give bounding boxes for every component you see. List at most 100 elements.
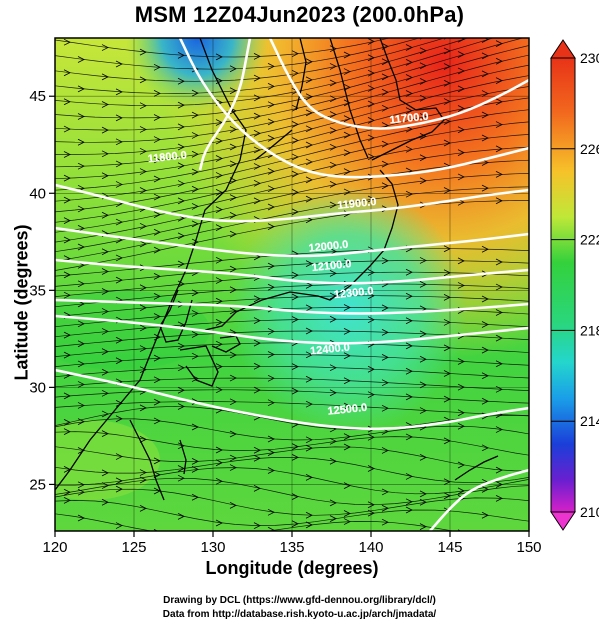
wind-arrow — [63, 351, 71, 359]
wind-arrow — [495, 283, 503, 291]
wind-arrow — [101, 308, 109, 315]
colorbar-ticks: 230 226 222 218 214 210 — [551, 50, 599, 520]
wind-arrow — [177, 101, 185, 109]
wind-arrow — [495, 466, 503, 474]
x-tick-label: 130 — [200, 539, 225, 556]
wind-arrow — [191, 203, 199, 210]
wind-arrow — [381, 504, 389, 512]
wind-arrow — [139, 505, 147, 512]
wind-arrow — [63, 217, 71, 224]
wind-arrow — [153, 90, 161, 97]
wind-arrow — [343, 68, 351, 75]
wind-arrow — [457, 67, 465, 75]
wind-arrow — [77, 320, 85, 328]
wind-arrow — [291, 363, 299, 371]
wind-arrow — [191, 331, 199, 338]
wind-arrow — [63, 331, 71, 339]
streamline — [55, 389, 529, 404]
wind-arrow — [267, 185, 275, 193]
wind-arrow — [381, 88, 389, 96]
wind-arrow — [215, 297, 223, 305]
wind-arrow — [457, 51, 465, 58]
wind-arrow — [305, 125, 313, 133]
wind-arrow — [139, 476, 147, 484]
wind-arrow — [177, 180, 185, 187]
wind-arrow — [215, 155, 223, 162]
wind-arrow — [495, 258, 503, 266]
streamline — [55, 38, 421, 70]
wind-arrow — [495, 98, 503, 106]
wind-arrow — [101, 126, 109, 134]
wind-arrow — [77, 514, 85, 522]
wind-arrow — [343, 304, 351, 311]
wind-arrow — [457, 85, 465, 93]
wind-arrow — [457, 38, 465, 43]
wind-arrow — [153, 63, 161, 71]
wind-arrow — [215, 137, 223, 145]
y-tick-label: 25 — [29, 476, 46, 493]
wind-arrow — [291, 443, 299, 450]
wind-arrow — [177, 403, 185, 410]
contour-label: 11900.0 — [337, 196, 377, 212]
x-tick-label: 125 — [121, 539, 146, 556]
wind-arrow — [481, 372, 489, 380]
wind-arrow — [101, 482, 109, 489]
wind-arrow — [77, 381, 85, 388]
height-contour-line — [55, 314, 529, 345]
wind-arrow — [419, 407, 427, 414]
wind-arrow — [139, 345, 147, 352]
wind-arrow — [367, 153, 375, 161]
wind-arrow — [115, 254, 123, 262]
wind-arrow — [139, 48, 147, 56]
wind-arrow — [215, 519, 223, 527]
wind-arrow — [63, 271, 71, 279]
wind-arrow — [63, 174, 71, 182]
wind-arrow — [367, 117, 375, 124]
wind-arrow — [229, 351, 237, 359]
streamline — [55, 186, 529, 262]
wind-arrow — [457, 105, 465, 112]
wind-arrow — [495, 426, 503, 433]
wind-arrow — [139, 404, 147, 412]
wind-arrow — [77, 402, 85, 409]
wind-arrow — [329, 457, 337, 465]
wind-arrow — [229, 65, 237, 73]
wind-arrow — [253, 362, 261, 370]
wind-arrow — [101, 73, 109, 81]
wind-arrow — [153, 136, 161, 143]
wind-arrow — [77, 481, 85, 489]
wind-arrow — [405, 107, 413, 114]
wind-arrow — [191, 185, 199, 193]
wind-arrow — [267, 351, 275, 358]
wind-arrow — [419, 78, 427, 85]
wind-arrow — [329, 45, 337, 53]
wind-arrow — [405, 342, 413, 350]
wind-arrow — [191, 111, 199, 119]
wind-arrow — [153, 313, 161, 320]
wind-arrow — [343, 352, 351, 360]
colorbar-tick-label: 226 — [580, 141, 599, 157]
wind-arrow — [367, 365, 375, 373]
streamline — [55, 513, 456, 531]
wind-arrow — [139, 147, 147, 155]
wind-arrow — [367, 316, 375, 324]
wind-arrow — [481, 245, 489, 253]
wind-arrow — [253, 163, 261, 170]
wind-arrow — [267, 63, 275, 70]
wind-arrow — [253, 522, 261, 530]
wind-arrow — [405, 433, 413, 441]
coastline-segment — [295, 38, 307, 111]
wind-arrow — [329, 181, 337, 188]
wind-arrow — [115, 276, 123, 284]
streamline — [55, 365, 529, 379]
streamline — [55, 75, 529, 168]
streamline — [55, 248, 529, 277]
wind-arrow — [405, 74, 413, 81]
wind-arrow — [229, 374, 237, 382]
wind-arrow — [343, 188, 351, 196]
wind-arrow — [253, 179, 261, 187]
wind-arrow — [115, 477, 123, 485]
wind-arrow — [191, 458, 199, 465]
wind-arrow — [405, 506, 413, 514]
wind-arrow — [229, 454, 237, 462]
